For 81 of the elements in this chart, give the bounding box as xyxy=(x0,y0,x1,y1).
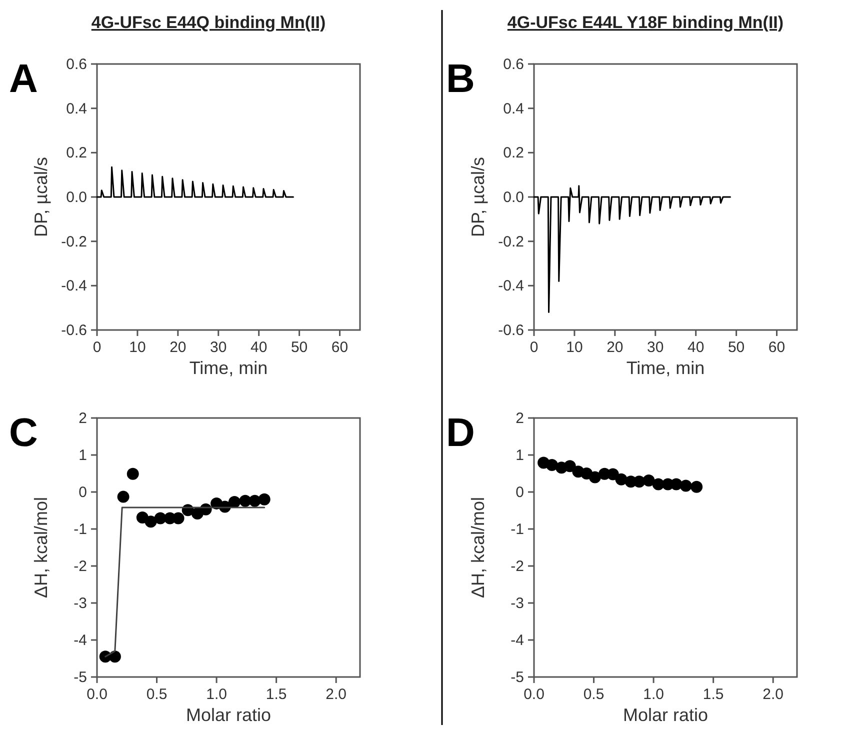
point xyxy=(239,494,252,507)
x-tick-label: 50 xyxy=(728,339,745,356)
x-tick-label: 2.0 xyxy=(762,686,784,703)
x-tick-label: 20 xyxy=(170,339,186,356)
y-tick-label: -3 xyxy=(510,595,524,612)
line-series xyxy=(533,185,731,314)
text: D xyxy=(446,411,475,455)
x-axis-title: Molar ratio xyxy=(186,705,272,725)
text: B xyxy=(446,57,475,101)
y-tick-label: -0.6 xyxy=(61,322,87,339)
y-tick-label: 0.2 xyxy=(503,144,524,162)
y-tick-label: 0.2 xyxy=(66,144,87,162)
point xyxy=(228,496,240,508)
text: A xyxy=(9,57,38,101)
x-tick-label: 1.0 xyxy=(643,686,664,703)
y-tick-label: -0.4 xyxy=(61,278,87,295)
x-tick-label: 40 xyxy=(250,339,268,356)
y-tick-label: -4 xyxy=(74,632,87,649)
x-tick-label: 30 xyxy=(210,339,227,356)
x-tick-label: 60 xyxy=(331,339,348,356)
y-tick-label: 0.4 xyxy=(66,100,87,118)
text: C xyxy=(9,411,38,455)
y-tick-label: 2 xyxy=(516,410,524,427)
y-tick-label: 0 xyxy=(516,484,524,501)
x-tick-label: 60 xyxy=(768,339,786,356)
x-tick-label: 20 xyxy=(606,339,624,356)
y-tick-label: -0.6 xyxy=(498,322,524,339)
point xyxy=(564,460,576,472)
point xyxy=(680,480,692,492)
y-tick-label: -5 xyxy=(74,669,87,686)
x-tick-label: 0 xyxy=(530,339,538,356)
y-axis-title: ΔH, kcal/mol xyxy=(31,496,51,598)
y-tick-label: 0.6 xyxy=(503,56,524,73)
y-tick-label: 0.0 xyxy=(503,189,524,206)
x-tick-label: 10 xyxy=(566,339,583,356)
x-axis-title: Time, min xyxy=(189,358,268,378)
y-tick-label: 0.0 xyxy=(66,189,87,206)
point xyxy=(642,474,655,487)
y-tick-label: -1 xyxy=(510,521,524,538)
y-tick-label: -2 xyxy=(510,558,524,575)
x-tick-label: 30 xyxy=(647,339,664,356)
y-axis-title: DP, µcal/s xyxy=(468,156,488,238)
y-tick-label: -0.2 xyxy=(498,233,524,250)
y-tick-label: -1 xyxy=(74,521,87,538)
y-tick-label: -5 xyxy=(510,669,524,686)
y-tick-label: -4 xyxy=(510,632,524,649)
chart-title: 4G-UFsc E44Q binding Mn(II) xyxy=(91,13,326,32)
y-tick-label: 0.6 xyxy=(66,56,87,73)
point xyxy=(108,650,121,663)
line-series xyxy=(96,166,294,198)
chart-title: 4G-UFsc E44L Y18F binding Mn(II) xyxy=(507,13,784,32)
x-tick-label: 2.0 xyxy=(326,686,347,703)
y-tick-label: 0 xyxy=(78,484,87,501)
point xyxy=(690,480,703,493)
y-tick-label: -0.2 xyxy=(61,233,87,250)
point xyxy=(126,468,139,480)
x-axis-title: Time, min xyxy=(626,358,705,378)
y-axis-title: ΔH, kcal/mol xyxy=(468,496,488,598)
x-axis-title: Molar ratio xyxy=(622,705,708,725)
x-tick-label: 50 xyxy=(290,339,308,356)
x-tick-label: 1.0 xyxy=(206,686,227,703)
x-tick-label: 10 xyxy=(129,339,146,356)
y-tick-label: 1 xyxy=(516,447,524,464)
x-tick-label: 0.5 xyxy=(583,686,604,703)
point xyxy=(588,471,601,484)
y-tick-label: 1 xyxy=(78,447,87,464)
y-tick-label: -3 xyxy=(74,595,87,612)
y-axis-title: DP, µcal/s xyxy=(31,156,51,238)
point xyxy=(144,516,157,528)
y-tick-label: -0.4 xyxy=(498,278,524,295)
y-tick-label: -2 xyxy=(74,558,87,575)
x-tick-label: 40 xyxy=(688,339,704,356)
x-tick-label: 1.5 xyxy=(702,686,724,703)
x-tick-label: 1.5 xyxy=(266,686,287,703)
point xyxy=(258,493,270,506)
y-tick-label: 2 xyxy=(78,410,87,427)
y-tick-label: 0.4 xyxy=(503,100,524,118)
x-tick-label: 0.5 xyxy=(146,686,168,703)
point xyxy=(546,458,558,471)
x-tick-label: 0 xyxy=(92,339,102,356)
point xyxy=(117,490,130,503)
